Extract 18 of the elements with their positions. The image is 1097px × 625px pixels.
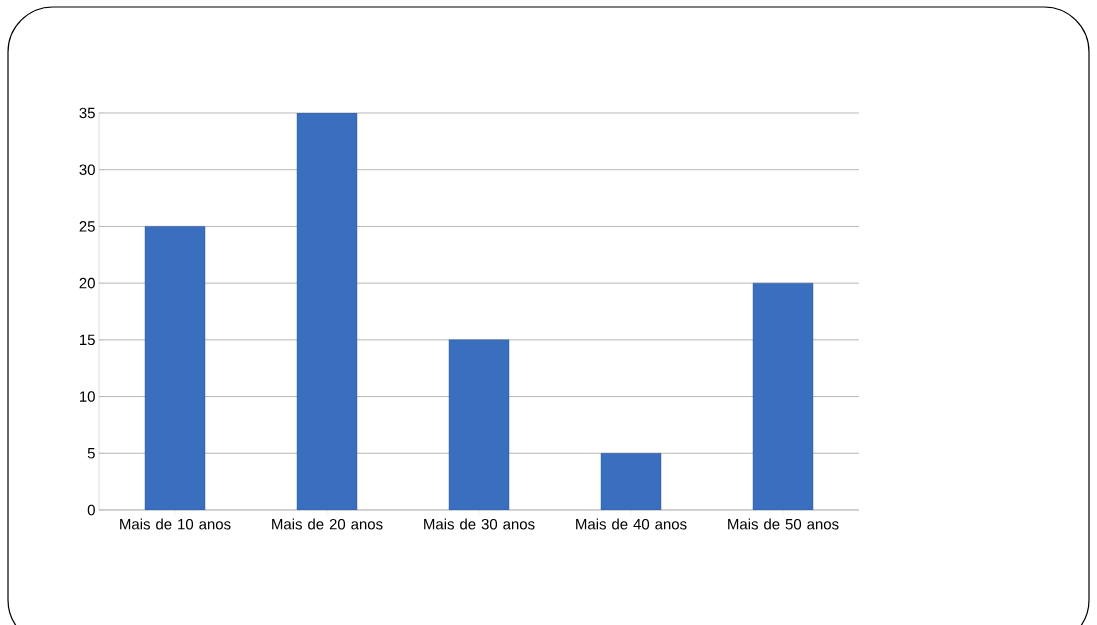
x-tick-label: Mais de 20 anos [272,518,383,530]
x-tick-label: Mais de 40 anos [576,518,687,530]
bar [752,282,814,510]
x-tick-label: Mais de 30 anos [424,518,535,530]
y-tick-label: 25 [79,221,95,232]
bar [296,112,358,510]
x-tick-label: Mais de 50 anos [728,518,839,530]
bar [144,226,206,510]
y-tick-label: 15 [80,334,95,346]
bar [600,453,662,510]
y-tick-label: 35 [79,107,95,119]
x-tick-label: Mais de 10 anos [120,518,231,530]
y-tick-label: 5 [87,448,95,459]
y-tick-label: 30 [79,164,95,175]
y-tick-label: 20 [79,277,95,289]
y-tick-label: 0 [87,504,95,516]
bar [448,339,510,510]
y-tick-label: 10 [80,391,95,402]
